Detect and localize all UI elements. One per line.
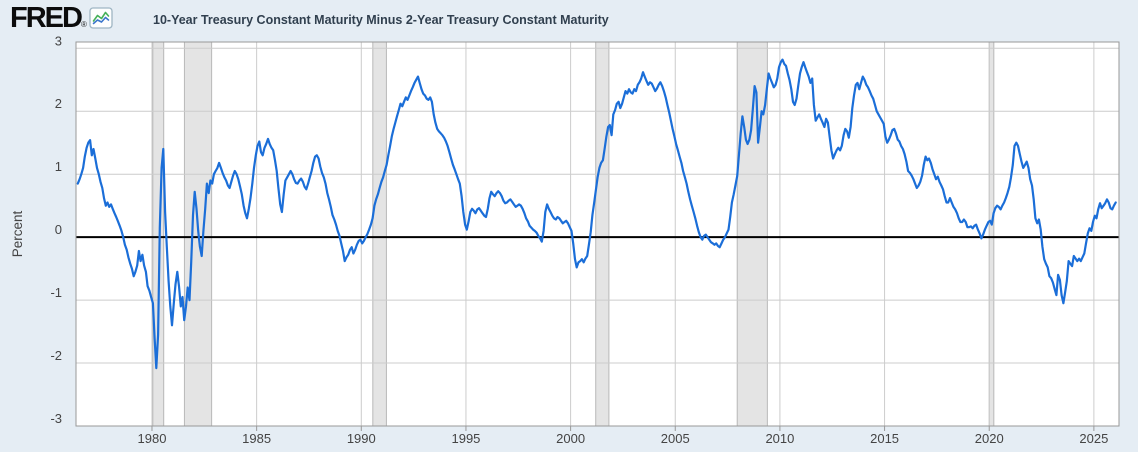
plot-border bbox=[75, 41, 1120, 427]
y-axis-title: Percent bbox=[10, 210, 25, 257]
recession-band bbox=[595, 42, 609, 426]
x-axis-tick-label: 2015 bbox=[870, 431, 899, 446]
x-axis-tick-label: 2000 bbox=[556, 431, 585, 446]
fred-logo[interactable]: FRED bbox=[10, 2, 83, 34]
recession-band bbox=[372, 42, 387, 426]
x-axis-tick-label: 1990 bbox=[347, 431, 376, 446]
recession-band bbox=[737, 42, 768, 426]
recession-band bbox=[989, 42, 994, 426]
fred-sparkline-icon bbox=[89, 7, 113, 29]
y-axis-tick-label: 2 bbox=[55, 96, 62, 111]
x-axis-tick-label: 2005 bbox=[661, 431, 690, 446]
y-axis-tick-label: -3 bbox=[50, 411, 62, 426]
x-axis-tick-label: 2025 bbox=[1079, 431, 1108, 446]
x-axis-tick-label: 2020 bbox=[975, 431, 1004, 446]
legend-series-label: 10-Year Treasury Constant Maturity Minus… bbox=[153, 13, 609, 27]
registered-trademark-symbol: ® bbox=[81, 20, 87, 29]
data-series-line[interactable] bbox=[76, 58, 1117, 370]
y-axis-tick-label: 0 bbox=[55, 222, 62, 237]
y-axis-tick-label: 1 bbox=[55, 159, 62, 174]
y-axis-tick-label: 3 bbox=[55, 33, 62, 48]
x-axis-tick-label: 1985 bbox=[242, 431, 271, 446]
x-axis-tick-label: 1995 bbox=[451, 431, 480, 446]
recession-band bbox=[152, 42, 164, 426]
x-axis-tick-label: 1980 bbox=[138, 431, 167, 446]
y-axis-tick-label: -2 bbox=[50, 348, 62, 363]
x-axis-tick-label: 2010 bbox=[765, 431, 794, 446]
y-axis-tick-label: -1 bbox=[50, 285, 62, 300]
